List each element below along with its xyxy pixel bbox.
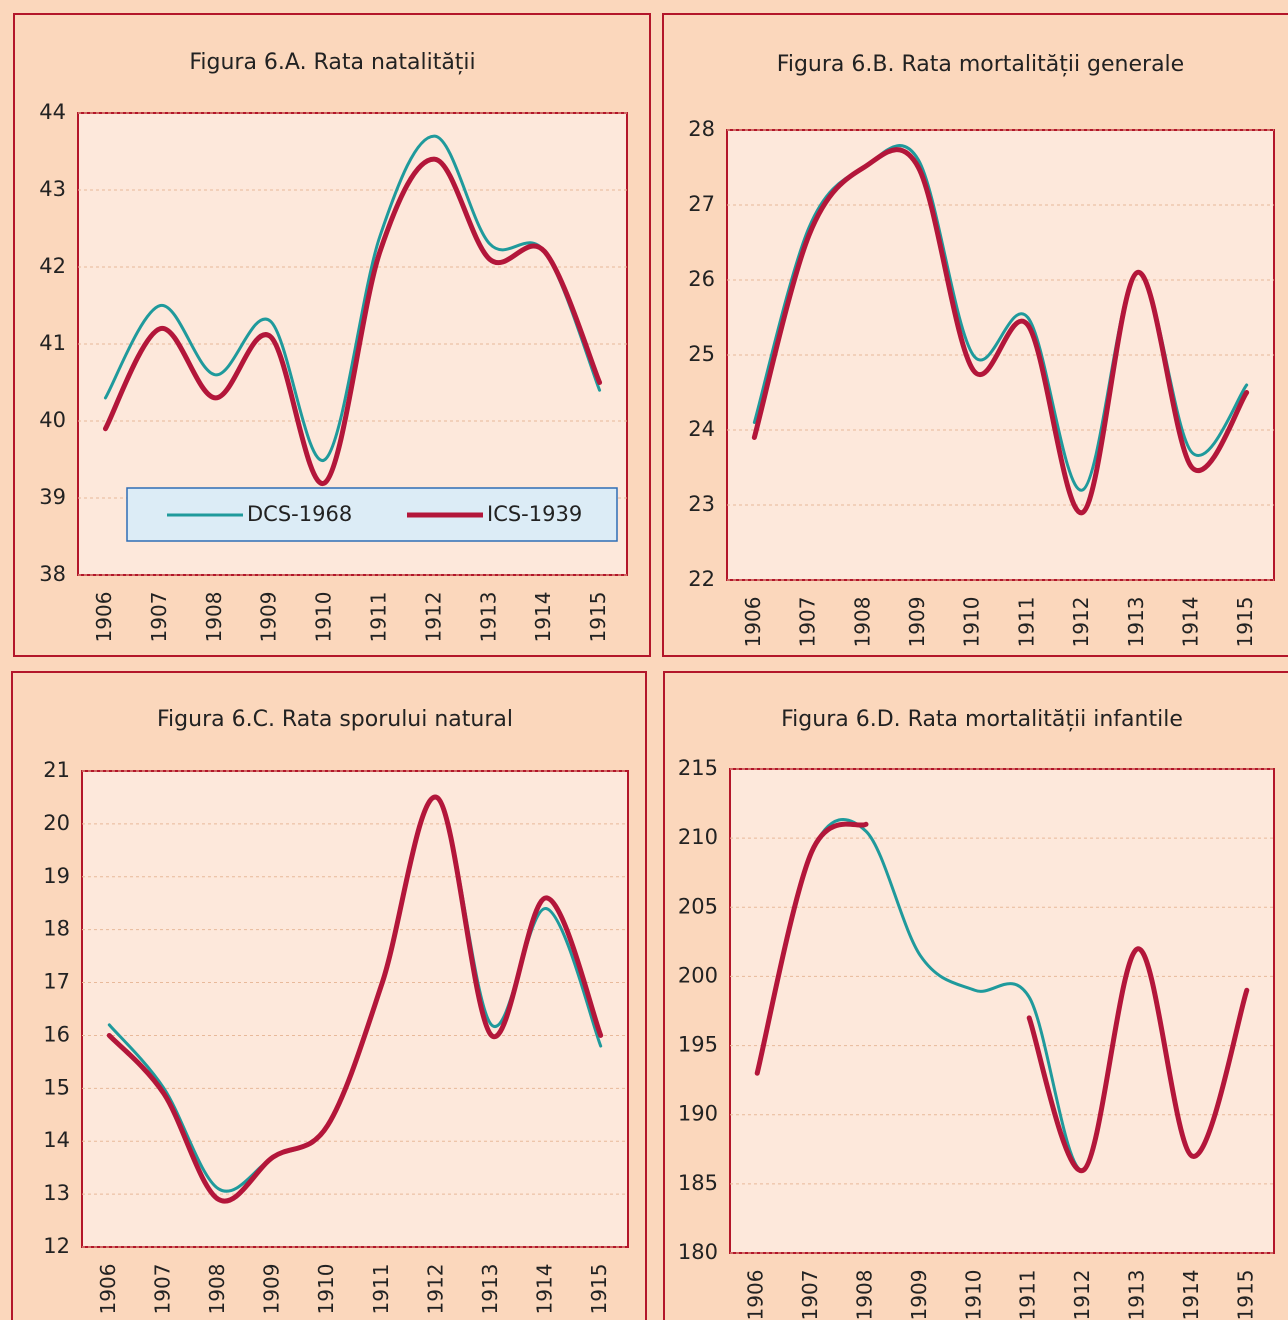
- x-tick-label: 1910: [312, 592, 336, 643]
- y-tick-label: 200: [678, 963, 718, 987]
- y-tick-label: 16: [43, 1022, 70, 1046]
- y-tick-label: 41: [39, 331, 66, 355]
- x-tick-label: 1911: [369, 1264, 393, 1315]
- y-tick-label: 38: [39, 562, 66, 586]
- line-series: [751, 147, 1250, 515]
- line-series: [103, 134, 602, 462]
- x-tick-label: 1915: [587, 1264, 611, 1315]
- x-tick-label: 1906: [741, 597, 765, 648]
- y-tick-label: 20: [43, 811, 70, 835]
- x-tick-label: 1909: [907, 1270, 931, 1320]
- x-tick-label: 1915: [586, 592, 610, 643]
- x-tick-label: 1909: [260, 1264, 284, 1315]
- x-tick-label: 1907: [798, 1270, 822, 1320]
- y-tick-label: 180: [678, 1240, 718, 1264]
- x-tick-label: 1914: [1179, 1270, 1203, 1320]
- x-tick-label: 1913: [1125, 1270, 1149, 1320]
- y-tick-label: 39: [39, 485, 66, 509]
- y-tick-label: 23: [688, 492, 715, 516]
- y-tick-label: 205: [678, 894, 718, 918]
- legend-label: DCS-1968: [247, 502, 352, 526]
- x-tick-label: 1915: [1233, 1270, 1257, 1320]
- plot-area: [81, 770, 629, 1248]
- x-tick-label: 1912: [423, 1264, 447, 1315]
- x-tick-label: 1908: [202, 592, 226, 643]
- y-tick-label: 185: [678, 1171, 718, 1195]
- chart-title: Figura 6.B. Rata mortalității generale: [777, 52, 1184, 77]
- y-tick-label: 43: [39, 177, 66, 201]
- y-tick-label: 215: [678, 756, 718, 780]
- x-tick-label: 1909: [257, 592, 281, 643]
- x-tick-label: 1913: [476, 592, 500, 643]
- y-tick-label: 27: [688, 192, 715, 216]
- line-series: [106, 794, 604, 1204]
- y-tick-label: 26: [688, 267, 715, 291]
- y-tick-label: 210: [678, 825, 718, 849]
- y-tick-label: 21: [43, 758, 70, 782]
- line-series: [102, 156, 603, 486]
- y-tick-label: 24: [688, 417, 715, 441]
- x-tick-label: 1910: [961, 1270, 985, 1320]
- y-tick-label: 12: [43, 1234, 70, 1258]
- chart-title: Figura 6.A. Rata natalității: [189, 50, 475, 75]
- x-tick-label: 1907: [147, 592, 171, 643]
- x-tick-label: 1913: [478, 1264, 502, 1315]
- y-tick-label: 25: [688, 342, 715, 366]
- x-tick-label: 1906: [96, 1264, 120, 1315]
- x-tick-label: 1912: [1070, 1270, 1094, 1320]
- x-tick-label: 1911: [366, 592, 390, 643]
- x-tick-label: 1913: [1124, 597, 1148, 648]
- y-tick-label: 195: [678, 1033, 718, 1057]
- x-tick-label: 1908: [205, 1264, 229, 1315]
- y-tick-label: 18: [43, 917, 70, 941]
- y-tick-label: 14: [43, 1128, 70, 1152]
- x-tick-label: 1914: [1178, 597, 1202, 648]
- y-tick-label: 40: [39, 408, 66, 432]
- x-tick-label: 1907: [150, 1264, 174, 1315]
- y-tick-label: 22: [688, 567, 715, 591]
- y-tick-label: 17: [43, 970, 70, 994]
- legend-label: ICS-1939: [487, 502, 582, 526]
- line-series: [1026, 946, 1250, 1173]
- y-tick-label: 42: [39, 254, 66, 278]
- line-series: [754, 821, 869, 1076]
- x-tick-label: 1906: [744, 1270, 768, 1320]
- y-tick-label: 44: [39, 100, 66, 124]
- chart-title: Figura 6.C. Rata sporului natural: [157, 707, 513, 732]
- y-tick-label: 15: [43, 1075, 70, 1099]
- x-tick-label: 1908: [850, 597, 874, 648]
- x-tick-label: 1910: [960, 597, 984, 648]
- x-tick-label: 1907: [796, 597, 820, 648]
- x-tick-label: 1914: [531, 592, 555, 643]
- plot-area: [729, 768, 1275, 1254]
- y-tick-label: 19: [43, 864, 70, 888]
- chart-title: Figura 6.D. Rata mortalității infantile: [781, 707, 1183, 732]
- y-tick-label: 190: [678, 1102, 718, 1126]
- x-tick-label: 1911: [1016, 1270, 1040, 1320]
- x-tick-label: 1910: [314, 1264, 338, 1315]
- x-tick-label: 1912: [1069, 597, 1093, 648]
- y-tick-label: 28: [688, 117, 715, 141]
- x-tick-label: 1915: [1233, 597, 1257, 648]
- x-tick-label: 1911: [1014, 597, 1038, 648]
- x-tick-label: 1909: [905, 597, 929, 648]
- x-tick-label: 1912: [421, 592, 445, 643]
- y-tick-label: 13: [43, 1181, 70, 1205]
- x-tick-label: 1914: [533, 1264, 557, 1315]
- x-tick-label: 1908: [853, 1270, 877, 1320]
- x-tick-label: 1906: [92, 592, 116, 643]
